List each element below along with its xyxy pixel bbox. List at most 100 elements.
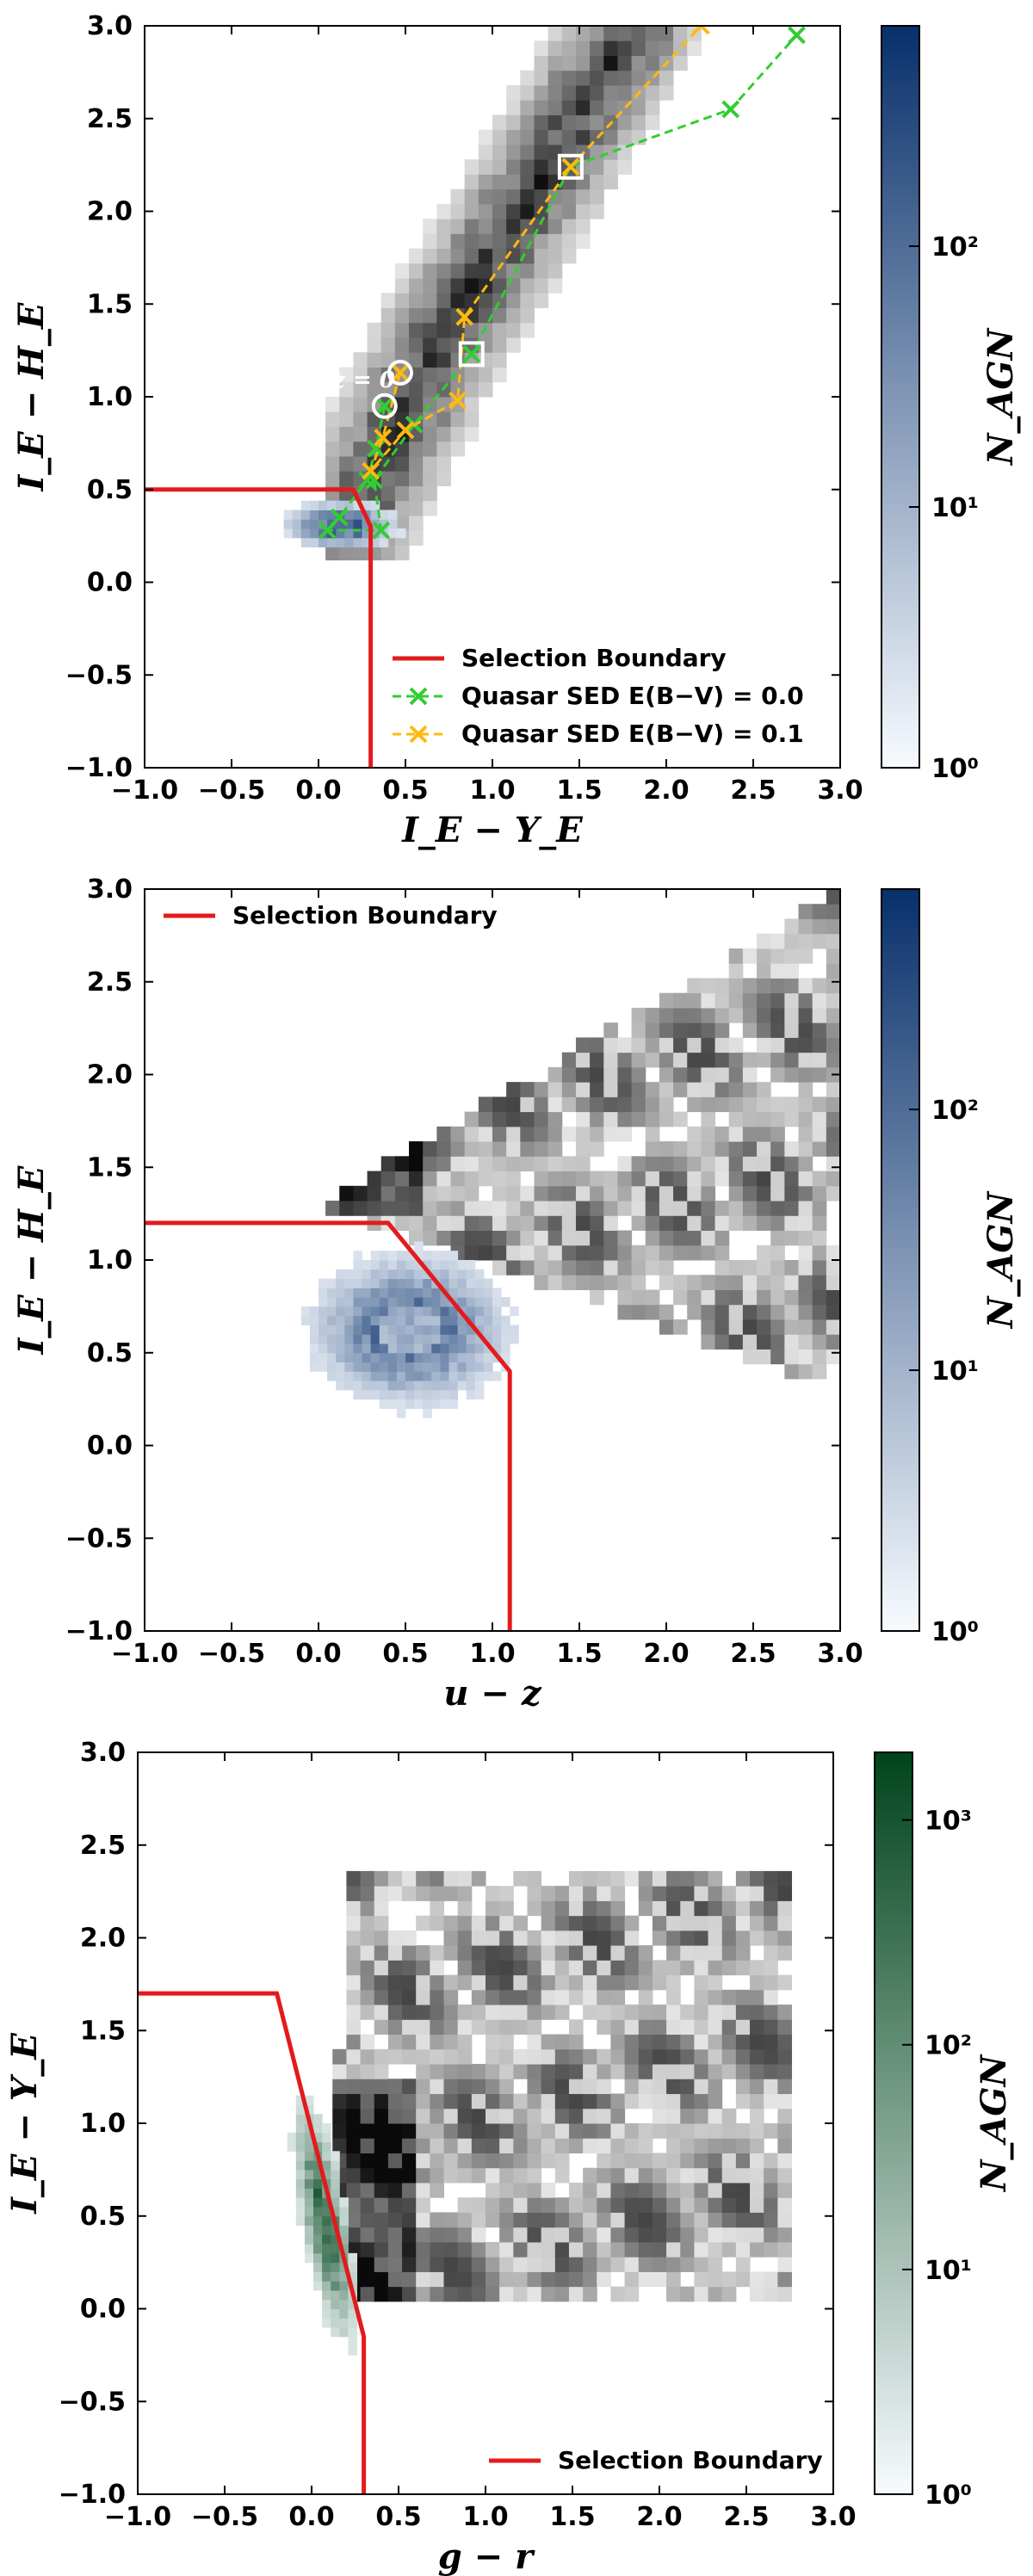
background-density-cell [520, 307, 535, 324]
background-density-cell [728, 948, 744, 964]
background-density-cell [721, 1886, 737, 1901]
background-density-cell [708, 1960, 723, 1976]
background-density-cell [492, 1185, 507, 1202]
background-density-cell [492, 1260, 507, 1276]
background-density-cell [527, 2167, 542, 2184]
background-density-cell [506, 1171, 521, 1187]
background-density-cell [367, 322, 382, 338]
agn-density-cell [370, 510, 380, 520]
agn-density-cell [431, 1334, 441, 1344]
background-density-cell [443, 2212, 459, 2228]
agn-density-cell [336, 1381, 345, 1391]
background-density-cell [534, 233, 549, 250]
background-density-cell [478, 1156, 493, 1172]
agn-density-cell [336, 1362, 345, 1372]
agn-density-cell [295, 2104, 306, 2115]
background-density-cell [561, 1215, 577, 1232]
background-density-cell [708, 1900, 723, 1917]
background-density-cell [541, 2271, 556, 2288]
background-density-cell [374, 2182, 389, 2198]
agn-density-cell [379, 1260, 389, 1270]
background-density-cell [638, 1989, 653, 2005]
background-density-cell [374, 2197, 389, 2213]
background-density-cell [680, 2182, 695, 2198]
background-density-cell [561, 26, 577, 41]
background-density-cell [402, 2197, 417, 2213]
background-density-cell [764, 2034, 778, 2050]
background-density-cell [590, 100, 604, 115]
legend-label: Selection Boundary [558, 2446, 823, 2474]
agn-density-cell [319, 1362, 328, 1372]
background-density-cell [478, 1096, 493, 1113]
background-density-cell [409, 485, 424, 502]
background-density-cell [436, 1171, 452, 1187]
background-density-cell [687, 1066, 702, 1083]
agn-density-cell [387, 1288, 398, 1298]
agn-density-cell [331, 2160, 340, 2171]
background-density-cell [423, 471, 437, 486]
background-density-cell [812, 1111, 827, 1127]
agn-density-cell [300, 1315, 311, 1325]
agn-density-cell [339, 2244, 349, 2254]
agn-density-cell [348, 2271, 358, 2282]
background-density-cell [742, 1111, 758, 1127]
background-density-cell [812, 1037, 827, 1053]
agn-density-cell [295, 2141, 306, 2152]
background-density-cell [694, 2005, 709, 2020]
background-density-cell [750, 2182, 764, 2198]
background-density-cell [673, 1289, 688, 1306]
agn-density-cell [348, 2262, 358, 2272]
background-density-cell [339, 367, 354, 383]
background-density-cell [346, 1974, 362, 1991]
background-density-cell [541, 2153, 556, 2169]
background-density-cell [798, 1156, 813, 1172]
background-density-cell [694, 1915, 709, 1931]
background-density-cell [694, 1886, 709, 1901]
background-density-cell [617, 1201, 633, 1216]
background-density-cell [610, 1960, 626, 1976]
agn-density-cell [414, 1362, 424, 1372]
agn-density-cell [379, 1315, 389, 1325]
background-density-cell [610, 2241, 626, 2258]
background-density-cell [499, 2271, 514, 2288]
background-density-cell [687, 1052, 702, 1068]
background-density-cell [409, 381, 424, 398]
background-density-cell [583, 1915, 597, 1931]
background-density-cell [527, 2257, 542, 2272]
background-density-cell [394, 278, 410, 293]
background-density-cell [554, 1886, 570, 1901]
background-density-cell [631, 1066, 646, 1083]
agn-density-cell [448, 1325, 459, 1335]
agn-density-cell [322, 2151, 331, 2161]
background-density-cell [423, 441, 437, 457]
agn-density-cell [327, 1278, 337, 1288]
background-density-cell [617, 26, 633, 41]
agn-density-cell [379, 1325, 389, 1335]
background-density-cell [534, 1156, 549, 1172]
background-density-cell [450, 426, 466, 442]
colorbar-label: N_AGN [980, 327, 1021, 466]
background-density-cell [416, 2108, 430, 2124]
background-density-cell [777, 2182, 793, 2198]
background-density-cell [680, 1886, 695, 1901]
agn-density-cell [423, 1371, 432, 1381]
background-density-cell [624, 1930, 640, 1946]
background-density-cell [575, 188, 591, 205]
background-density-cell [547, 233, 563, 250]
background-density-cell [360, 1915, 375, 1931]
agn-density-cell [327, 1325, 337, 1335]
background-density-cell [478, 1171, 493, 1187]
agn-density-cell [414, 1297, 424, 1307]
background-density-cell [478, 1201, 493, 1216]
background-density-cell [464, 381, 479, 398]
agn-density-cell [344, 1288, 354, 1298]
background-density-cell [423, 381, 437, 398]
agn-density-cell [287, 2141, 297, 2152]
background-density-cell [443, 2048, 459, 2065]
background-density-cell [353, 381, 368, 398]
background-density-cell [777, 2286, 793, 2302]
background-density-cell [673, 1066, 688, 1083]
background-density-cell [423, 367, 437, 383]
background-density-cell [659, 1096, 674, 1113]
agn-density-cell [353, 1389, 362, 1400]
